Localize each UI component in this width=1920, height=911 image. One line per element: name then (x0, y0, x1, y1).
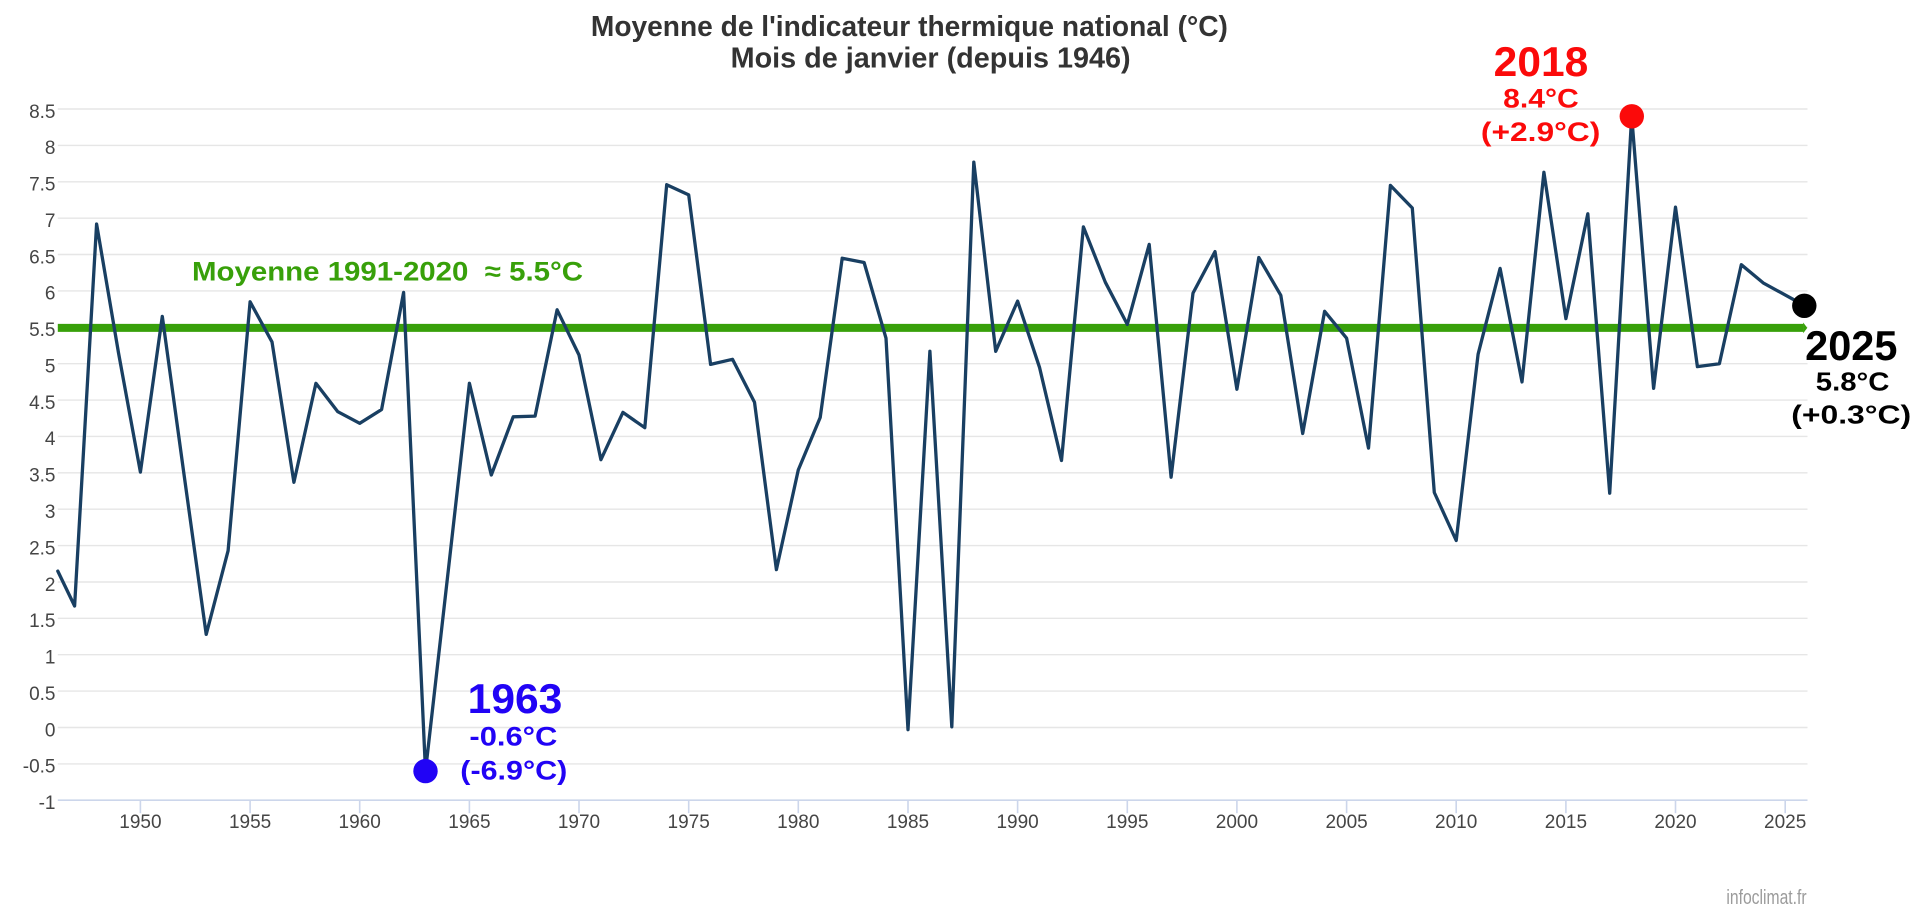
svg-text:(+2.9°C): (+2.9°C) (1481, 117, 1600, 147)
svg-text:2: 2 (45, 575, 56, 596)
svg-text:1955: 1955 (229, 812, 271, 833)
svg-text:1975: 1975 (668, 812, 710, 833)
svg-text:5.8°C: 5.8°C (1816, 366, 1890, 396)
svg-text:3: 3 (45, 502, 56, 523)
svg-text:Moyenne de l'indicateur thermi: Moyenne de l'indicateur thermique nation… (591, 11, 1228, 43)
svg-text:1: 1 (45, 648, 56, 669)
svg-text:1963: 1963 (468, 675, 563, 722)
svg-text:Moyenne 1991-2020 ≈ 5.5°C: Moyenne 1991-2020 ≈ 5.5°C (192, 257, 583, 287)
svg-text:0.5: 0.5 (29, 684, 55, 705)
svg-text:2000: 2000 (1216, 812, 1258, 833)
svg-text:1.5: 1.5 (29, 611, 55, 632)
svg-text:2025: 2025 (1764, 812, 1806, 833)
svg-text:-1: -1 (39, 793, 56, 814)
svg-text:infoclimat.fr: infoclimat.fr (1726, 887, 1806, 909)
svg-text:2020: 2020 (1654, 812, 1696, 833)
svg-text:-0.6°C: -0.6°C (469, 722, 557, 752)
svg-text:5.5: 5.5 (29, 320, 55, 341)
svg-text:8.5: 8.5 (29, 102, 55, 123)
svg-text:4.5: 4.5 (29, 393, 55, 414)
svg-text:(-6.9°C): (-6.9°C) (460, 755, 567, 785)
svg-text:5: 5 (45, 357, 56, 378)
svg-text:8: 8 (45, 138, 56, 159)
svg-text:8.4°C: 8.4°C (1503, 84, 1579, 114)
svg-text:1990: 1990 (996, 812, 1038, 833)
svg-text:2018: 2018 (1494, 38, 1589, 85)
svg-text:4: 4 (45, 429, 56, 450)
svg-text:2010: 2010 (1435, 812, 1477, 833)
svg-text:1965: 1965 (448, 812, 490, 833)
svg-text:Mois de janvier (depuis 1946): Mois de janvier (depuis 1946) (731, 43, 1131, 75)
svg-text:0: 0 (45, 720, 56, 741)
svg-text:1970: 1970 (558, 812, 600, 833)
svg-text:1985: 1985 (887, 812, 929, 833)
svg-text:1950: 1950 (119, 812, 161, 833)
svg-text:7.5: 7.5 (29, 175, 55, 196)
svg-text:6.5: 6.5 (29, 247, 55, 268)
svg-text:1995: 1995 (1106, 812, 1148, 833)
svg-text:2015: 2015 (1545, 812, 1587, 833)
svg-text:2.5: 2.5 (29, 538, 55, 559)
svg-text:2025: 2025 (1805, 322, 1897, 369)
svg-text:(+0.3°C): (+0.3°C) (1791, 400, 1911, 430)
svg-text:2005: 2005 (1325, 812, 1367, 833)
svg-text:1980: 1980 (777, 812, 819, 833)
svg-text:6: 6 (45, 284, 56, 305)
svg-text:3.5: 3.5 (29, 466, 55, 487)
svg-text:7: 7 (45, 211, 56, 232)
svg-text:1960: 1960 (339, 812, 381, 833)
svg-text:-0.5: -0.5 (23, 757, 56, 778)
